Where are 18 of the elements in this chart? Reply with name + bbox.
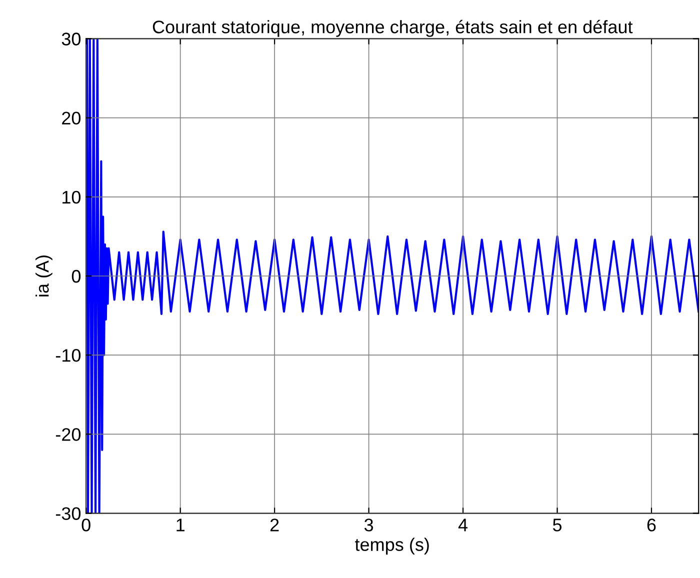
- x-tick-label: 5: [552, 518, 562, 532]
- x-tick-label: 3: [364, 518, 374, 532]
- chart-title: Courant statorique, moyenne charge, états sain et en défaut: [152, 20, 633, 37]
- x-tick-label: 1: [176, 518, 184, 532]
- y-tick-label: -30: [56, 507, 81, 520]
- x-tick-label: 6: [647, 518, 656, 532]
- y-tick-label: 30: [62, 32, 81, 46]
- y-tick-label: -10: [56, 349, 81, 362]
- x-axis-title: temps (s): [355, 538, 429, 555]
- y-tick-label: 20: [62, 112, 81, 125]
- x-tick-label: 0: [82, 518, 90, 532]
- x-tick-label: 4: [458, 518, 468, 532]
- y-tick-label: 10: [62, 190, 81, 204]
- y-axis-title: ia (A): [36, 256, 52, 296]
- y-tick-label: -20: [56, 428, 81, 441]
- line-series: [86, 38, 699, 514]
- y-tick-label: 0: [72, 270, 81, 283]
- x-tick-label: 2: [270, 518, 279, 532]
